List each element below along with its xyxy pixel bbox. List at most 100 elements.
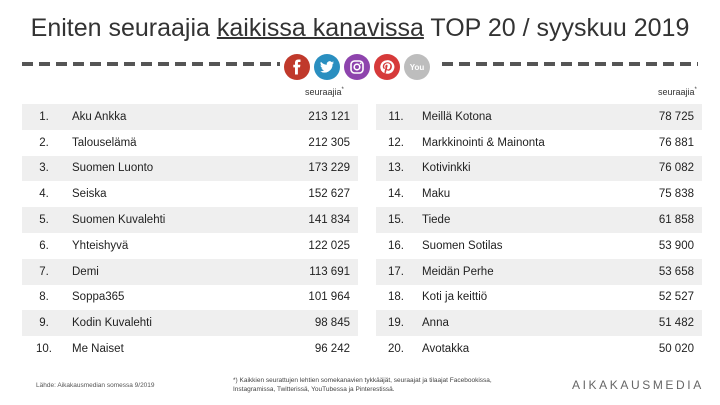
ranking-table-right: 11. Meillä Kotona 78 725 12. Markkinointi & … <box>376 104 702 362</box>
title-post: TOP 20 / syyskuu 2019 <box>423 14 690 42</box>
value-cell: 212 305 <box>308 136 350 149</box>
name-cell: Seiska <box>72 188 107 201</box>
table-row: 2. Talouselämä 212 305 <box>22 130 358 156</box>
rank-cell: 13. <box>388 162 404 175</box>
rank-cell: 12. <box>388 136 404 149</box>
page-title: Eniten seuraajia kaikissa kanavissa TOP … <box>0 14 720 43</box>
title-underlined: kaikissa kanavissa <box>216 14 424 42</box>
youtube-icon: You <box>404 54 430 80</box>
rank-cell: 1. <box>39 110 49 123</box>
table-row: 7. Demi 113 691 <box>22 258 358 285</box>
rank-cell: 11. <box>388 110 404 123</box>
table-row: 20. Avotakka 50 020 <box>376 336 702 362</box>
value-cell: 98 845 <box>314 317 350 330</box>
twitter-icon <box>314 54 340 80</box>
table-row: 19. Anna 51 482 <box>376 310 702 337</box>
table-row: 17. Meidän Perhe 53 658 <box>376 258 702 285</box>
left-column-header: seuraajia* <box>305 87 344 97</box>
name-cell: Markkinointi & Mainonta <box>422 136 545 149</box>
rank-cell: 9. <box>39 317 49 330</box>
source-note: Lähde: Aikakausmedian somessa 9/2019 <box>36 382 155 389</box>
name-cell: Anna <box>422 317 449 330</box>
rank-cell: 10. <box>36 343 52 356</box>
table-row: 13. Kotivinkki 76 082 <box>376 155 702 182</box>
value-cell: 122 025 <box>308 239 350 252</box>
name-cell: Kodin Kuvalehti <box>72 317 152 330</box>
table-row: 1. Aku Ankka 213 121 <box>22 104 358 130</box>
rank-cell: 7. <box>39 265 49 278</box>
value-cell: 76 881 <box>658 136 694 149</box>
rank-cell: 16. <box>388 239 404 252</box>
value-cell: 50 020 <box>658 343 694 356</box>
rank-cell: 4. <box>39 188 49 201</box>
table-row: 14. Maku 75 838 <box>376 181 702 207</box>
rank-cell: 6. <box>39 239 49 252</box>
value-cell: 75 838 <box>658 188 694 201</box>
table-row: 8. Soppa365 101 964 <box>22 285 358 311</box>
right-column-header: seuraajia* <box>658 87 697 97</box>
name-cell: Koti ja keittiö <box>422 291 488 304</box>
table-row: 16. Suomen Sotilas 53 900 <box>376 233 702 259</box>
name-cell: Tiede <box>422 214 451 227</box>
value-cell: 51 482 <box>658 317 694 330</box>
youtube-icon-label: You <box>409 62 425 72</box>
value-cell: 76 082 <box>658 162 694 175</box>
table-row: 5. Suomen Kuvalehti 141 834 <box>22 207 358 233</box>
table-row: 12. Markkinointi & Mainonta 76 881 <box>376 130 702 156</box>
value-cell: 152 627 <box>308 188 350 201</box>
rank-cell: 2. <box>39 136 49 149</box>
value-cell: 53 900 <box>658 239 694 252</box>
table-row: 11. Meillä Kotona 78 725 <box>376 104 702 130</box>
rank-cell: 3. <box>39 162 49 175</box>
value-cell: 53 658 <box>658 265 694 278</box>
name-cell: Meillä Kotona <box>422 110 492 123</box>
table-row: 3. Suomen Luonto 173 229 <box>22 155 358 182</box>
name-cell: Soppa365 <box>72 291 125 304</box>
table-row: 10. Me Naiset 96 242 <box>22 336 358 362</box>
rank-cell: 5. <box>39 214 49 227</box>
table-row: 15. Tiede 61 858 <box>376 207 702 233</box>
rank-cell: 20. <box>388 343 404 356</box>
value-cell: 96 242 <box>314 343 350 356</box>
rank-cell: 19. <box>388 317 404 330</box>
name-cell: Talouselämä <box>72 136 137 149</box>
table-row: 6. Yhteishyvä 122 025 <box>22 233 358 259</box>
name-cell: Maku <box>422 188 451 201</box>
rank-cell: 14. <box>388 188 404 201</box>
ranking-table-left: 1. Aku Ankka 213 121 2. Talouselämä 212 305 3.… <box>22 104 358 362</box>
name-cell: Aku Ankka <box>72 110 127 123</box>
footnote: *) Kaikkien seurattujen lehtien somekana… <box>233 377 492 393</box>
name-cell: Suomen Kuvalehti <box>72 214 166 227</box>
rank-cell: 15. <box>388 214 404 227</box>
name-cell: Demi <box>72 265 99 278</box>
name-cell: Suomen Luonto <box>72 162 154 175</box>
rank-cell: 17. <box>388 265 404 278</box>
name-cell: Kotivinkki <box>422 162 471 175</box>
value-cell: 141 834 <box>308 214 350 227</box>
value-cell: 61 858 <box>658 214 694 227</box>
table-row: 18. Koti ja keittiö 52 527 <box>376 285 702 311</box>
table-row: 4. Seiska 152 627 <box>22 181 358 207</box>
social-icons: You <box>284 54 430 80</box>
name-cell: Suomen Sotilas <box>422 239 503 252</box>
name-cell: Meidän Perhe <box>422 265 494 278</box>
value-cell: 113 691 <box>309 265 350 278</box>
table-row: 9. Kodin Kuvalehti 98 845 <box>22 310 358 337</box>
instagram-icon <box>344 54 370 80</box>
value-cell: 52 527 <box>658 291 694 304</box>
value-cell: 101 964 <box>308 291 350 304</box>
value-cell: 213 121 <box>308 110 350 123</box>
title-pre: Eniten seuraajia <box>30 14 217 42</box>
dashed-divider-right <box>442 62 698 66</box>
rank-cell: 8. <box>39 291 49 304</box>
name-cell: Me Naiset <box>72 343 124 356</box>
value-cell: 78 725 <box>658 110 694 123</box>
rank-cell: 18. <box>388 291 404 304</box>
facebook-icon <box>284 54 310 80</box>
dashed-divider-left <box>22 62 280 66</box>
pinterest-icon <box>374 54 400 80</box>
name-cell: Avotakka <box>422 343 470 356</box>
name-cell: Yhteishyvä <box>72 239 129 252</box>
value-cell: 173 229 <box>308 162 350 175</box>
aikakausmedia-logo: AIKAKAUSMEDIA <box>572 378 704 392</box>
